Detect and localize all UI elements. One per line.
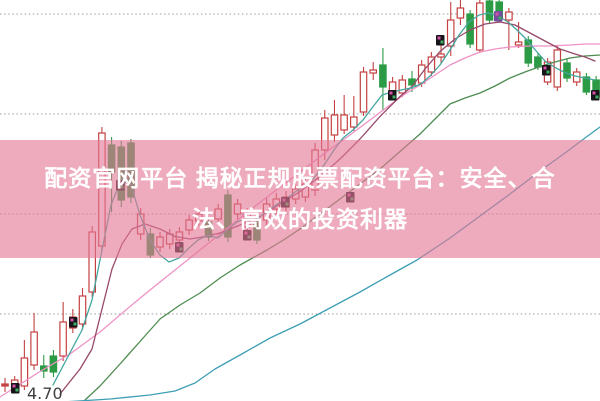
candle-body (20, 357, 29, 387)
candle-body (350, 116, 358, 128)
candle-body (330, 114, 339, 136)
candle-body (1, 383, 9, 387)
trade-marker-black (388, 90, 397, 101)
trade-marker-black (542, 65, 551, 76)
trade-marker-dot-magenta (495, 12, 499, 16)
candle-body (369, 69, 378, 74)
candle-body (437, 53, 445, 58)
candle-up (350, 96, 358, 131)
candle-up (78, 288, 87, 330)
candle-up (437, 44, 445, 64)
trade-marker-black (11, 383, 20, 394)
promo-banner-line1: 配资官网平台 揭秘正规股票配资平台：安全、合 (44, 165, 556, 191)
candle-body (582, 76, 591, 93)
trade-marker-dot-green (15, 388, 19, 392)
price-low-label: 4.70 (27, 384, 63, 401)
candle-body (446, 19, 455, 47)
candle-body (78, 295, 87, 325)
trade-marker-dot-magenta (437, 36, 441, 40)
candle-body (456, 7, 465, 19)
candle-up (369, 62, 378, 80)
trade-marker-dot-green (546, 70, 550, 74)
candle-body (514, 41, 523, 46)
candle-down (379, 48, 387, 110)
candle-body (379, 64, 387, 88)
trade-marker-dot-magenta (592, 91, 596, 95)
candle-up (456, 0, 465, 25)
candle-body (398, 79, 407, 94)
candle-up (446, 2, 455, 56)
candle-body (524, 39, 533, 64)
candle-body (359, 71, 368, 113)
trade-marker-purple (494, 11, 503, 22)
candle-up (330, 100, 339, 142)
promo-banner-line2: 法、高效的投资利器 (192, 206, 408, 232)
promo-banner: 配资官网平台 揭秘正规股票配资平台：安全、合 法、高效的投资利器 (0, 140, 600, 258)
candle-down (582, 73, 591, 95)
candle-up (340, 95, 348, 134)
candle-up (505, 8, 513, 50)
ma-pink (0, 43, 600, 398)
candle-up (59, 302, 67, 361)
trade-marker-dot-green (392, 95, 396, 99)
candle-body (505, 11, 513, 21)
trade-marker-dot-green (595, 95, 599, 99)
trade-marker-dot-magenta (543, 66, 547, 70)
candle-body (534, 56, 542, 68)
candle-up (398, 75, 407, 97)
trade-marker-dot-magenta (389, 91, 393, 95)
trade-marker-dot-magenta (12, 384, 16, 388)
candle-body (59, 321, 67, 357)
trade-marker-dot-green (498, 16, 502, 20)
candle-down (39, 355, 48, 378)
candle-body (39, 365, 48, 372)
trade-marker-dot-green (440, 40, 444, 44)
candle-up (1, 378, 9, 392)
candle-body (340, 114, 348, 131)
candle-up (359, 67, 368, 116)
trade-marker-black (69, 317, 78, 328)
candle-body (563, 62, 571, 79)
trade-marker-black (436, 35, 445, 46)
trade-marker-dot-green (73, 322, 77, 326)
candle-body (30, 331, 38, 366)
candle-up (30, 313, 38, 370)
candle-down (485, 0, 494, 24)
candle-body (485, 0, 494, 21)
trade-marker-black (591, 90, 600, 101)
candle-down (563, 59, 571, 82)
trade-marker-dot-magenta (70, 318, 74, 322)
